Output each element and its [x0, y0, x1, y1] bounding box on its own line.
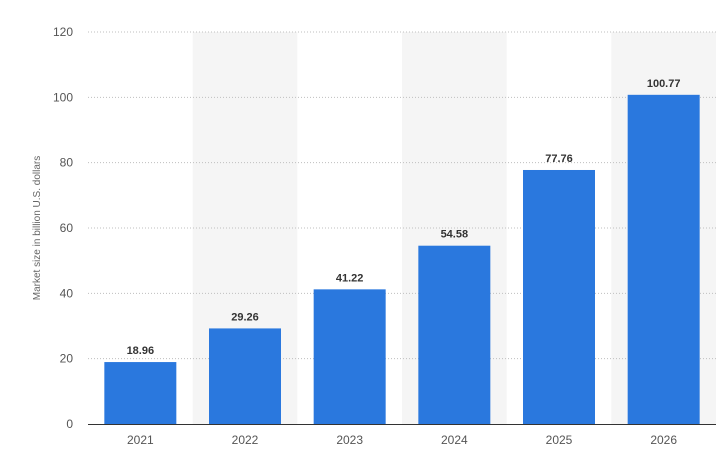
y-axis: 0 20 40 60 80 100 120 [53, 25, 73, 431]
data-labels: 18.96 29.26 41.22 54.58 77.76 100.77 [127, 78, 681, 357]
bar-2021 [104, 362, 177, 424]
x-tick-label-2026: 2026 [650, 433, 677, 447]
data-label-2021: 18.96 [127, 345, 155, 357]
bar-2026 [627, 94, 700, 425]
y-tick-label: 80 [60, 156, 74, 170]
data-label-2022: 29.26 [231, 311, 259, 323]
bar-2023 [313, 289, 386, 424]
bar-2022 [209, 328, 281, 424]
y-axis-title: Market size in billion U.S. dollars [32, 156, 43, 301]
x-tick-label-2021: 2021 [127, 433, 154, 447]
y-tick-label: 60 [60, 221, 74, 235]
data-label-2024: 54.58 [441, 229, 469, 241]
y-tick-label: 120 [53, 25, 73, 39]
x-tick-label-2025: 2025 [546, 433, 573, 447]
x-tick-label-2022: 2022 [232, 433, 259, 447]
x-tick-label-2024: 2024 [441, 433, 468, 447]
x-axis: 2021 2022 2023 2024 2025 2026 [127, 433, 677, 447]
y-tick-label: 0 [66, 417, 73, 431]
bar-2025 [523, 169, 595, 424]
data-label-2025: 77.76 [545, 153, 573, 165]
bar-2024 [418, 245, 491, 424]
x-tick-label-2023: 2023 [336, 433, 363, 447]
y-tick-label: 100 [53, 90, 73, 104]
bars [104, 94, 700, 425]
y-tick-label: 40 [60, 286, 74, 300]
data-label-2023: 41.22 [336, 272, 364, 284]
data-label-2026: 100.77 [647, 78, 681, 90]
y-tick-label: 20 [60, 352, 74, 366]
